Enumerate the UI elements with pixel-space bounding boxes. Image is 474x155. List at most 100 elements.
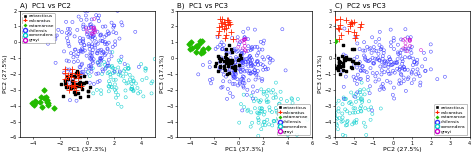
Point xyxy=(125,67,133,70)
Point xyxy=(336,59,343,62)
Point xyxy=(199,48,207,50)
Point xyxy=(94,42,101,45)
Point xyxy=(383,80,391,82)
Point xyxy=(387,28,394,31)
Point xyxy=(87,23,95,25)
Point xyxy=(277,114,284,117)
Point xyxy=(340,86,347,88)
Point xyxy=(52,35,59,37)
Point xyxy=(329,100,337,102)
Point xyxy=(416,75,424,77)
Point xyxy=(377,48,384,51)
Point xyxy=(62,21,70,23)
Point xyxy=(328,111,336,113)
Legend: antarcticus, calcaratus, catamarcae, chilensis, comendera, grayi: antarcticus, calcaratus, catamarcae, chi… xyxy=(434,104,467,135)
Point xyxy=(339,120,346,122)
Point xyxy=(91,31,99,33)
Point xyxy=(220,60,228,62)
Point xyxy=(254,111,261,114)
Point xyxy=(255,100,262,102)
Point xyxy=(78,88,86,90)
Point xyxy=(104,48,111,51)
Point xyxy=(363,71,371,73)
Point xyxy=(346,102,353,104)
Point xyxy=(147,82,155,85)
Point xyxy=(419,65,426,68)
Legend: antarcticus, calcaratus, catamarcae, chilensis, comendera, grayi: antarcticus, calcaratus, catamarcae, chi… xyxy=(22,13,55,43)
Point xyxy=(86,82,93,84)
Point xyxy=(77,50,85,53)
Point xyxy=(106,51,114,54)
Point xyxy=(273,109,280,112)
Point xyxy=(118,21,125,24)
Point xyxy=(380,49,388,52)
X-axis label: PC1 (37.3%): PC1 (37.3%) xyxy=(226,147,264,152)
Point xyxy=(186,48,194,51)
Point xyxy=(266,109,273,112)
Point xyxy=(236,121,243,124)
Point xyxy=(335,61,342,64)
Point xyxy=(352,36,359,38)
Point xyxy=(332,102,339,105)
Point xyxy=(376,31,383,33)
Point xyxy=(355,97,362,100)
Point xyxy=(234,50,242,52)
Point xyxy=(261,124,269,126)
Point xyxy=(258,110,266,113)
Point xyxy=(78,62,86,65)
Point xyxy=(350,122,358,124)
Point xyxy=(82,81,90,84)
Point xyxy=(118,24,126,27)
Point xyxy=(405,76,412,79)
Point xyxy=(142,67,150,70)
Point xyxy=(427,43,435,46)
Point xyxy=(215,70,222,73)
Point xyxy=(378,69,385,71)
Point xyxy=(400,47,407,50)
Point xyxy=(238,40,246,42)
Point xyxy=(77,85,85,88)
Point xyxy=(248,48,256,50)
Point xyxy=(289,102,296,104)
Point xyxy=(252,97,259,100)
Point xyxy=(251,107,259,109)
Point xyxy=(234,59,242,61)
Point xyxy=(409,64,417,66)
Point xyxy=(350,48,357,51)
Point xyxy=(370,62,378,65)
Point xyxy=(339,103,346,105)
Point xyxy=(94,17,102,19)
Point xyxy=(63,74,71,77)
Point xyxy=(343,57,350,59)
Point xyxy=(361,70,368,72)
Point xyxy=(71,49,79,51)
Point xyxy=(222,34,230,36)
Point xyxy=(335,100,343,102)
Point xyxy=(74,53,82,55)
Point xyxy=(398,58,406,60)
Point xyxy=(86,75,93,77)
Point xyxy=(96,80,103,82)
Point xyxy=(126,78,134,81)
Point xyxy=(50,107,58,109)
Point xyxy=(228,65,236,67)
Point xyxy=(239,31,247,33)
Point xyxy=(87,58,95,60)
Point xyxy=(125,81,132,84)
Point xyxy=(234,63,241,66)
Point xyxy=(366,59,374,61)
Point xyxy=(86,36,94,39)
Point xyxy=(219,17,226,20)
Point xyxy=(103,65,111,67)
Point xyxy=(266,57,273,60)
Point xyxy=(377,107,384,110)
Point xyxy=(86,86,94,88)
Point xyxy=(352,34,360,36)
Point xyxy=(344,121,351,123)
Point xyxy=(125,67,132,69)
Point xyxy=(92,73,100,75)
Point xyxy=(406,45,414,47)
Point xyxy=(223,18,230,21)
Point xyxy=(322,50,330,53)
Point xyxy=(394,44,402,46)
